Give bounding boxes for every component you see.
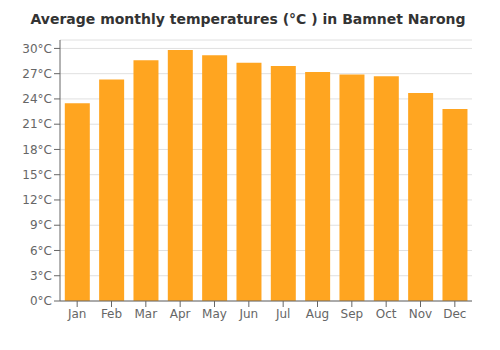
svg-text:6°C: 6°C: [30, 244, 52, 258]
svg-text:Apr: Apr: [170, 307, 191, 321]
svg-text:Feb: Feb: [101, 307, 122, 321]
svg-text:24°C: 24°C: [22, 92, 52, 106]
svg-text:18°C: 18°C: [22, 143, 52, 157]
svg-text:May: May: [202, 307, 227, 321]
svg-text:Nov: Nov: [409, 307, 432, 321]
svg-text:0°C: 0°C: [30, 294, 52, 308]
svg-text:9°C: 9°C: [30, 218, 52, 232]
svg-text:12°C: 12°C: [22, 193, 52, 207]
svg-text:27°C: 27°C: [22, 67, 52, 81]
svg-text:3°C: 3°C: [30, 269, 52, 283]
svg-text:Jun: Jun: [238, 307, 258, 321]
svg-text:Aug: Aug: [306, 307, 329, 321]
svg-text:21°C: 21°C: [22, 117, 52, 131]
html-text:Average monthly temperatures (: Average monthly temperatures (°C ) in Ba…: [30, 11, 466, 27]
svg-text:15°C: 15°C: [22, 168, 52, 182]
svg-text:Jan: Jan: [67, 307, 87, 321]
svg-text:Sep: Sep: [341, 307, 364, 321]
svg-text:30°C: 30°C: [22, 42, 52, 56]
svg-text:Oct: Oct: [376, 307, 397, 321]
svg-text:Jul: Jul: [275, 307, 290, 321]
svg-text:Mar: Mar: [135, 307, 158, 321]
svg-text:Dec: Dec: [443, 307, 466, 321]
